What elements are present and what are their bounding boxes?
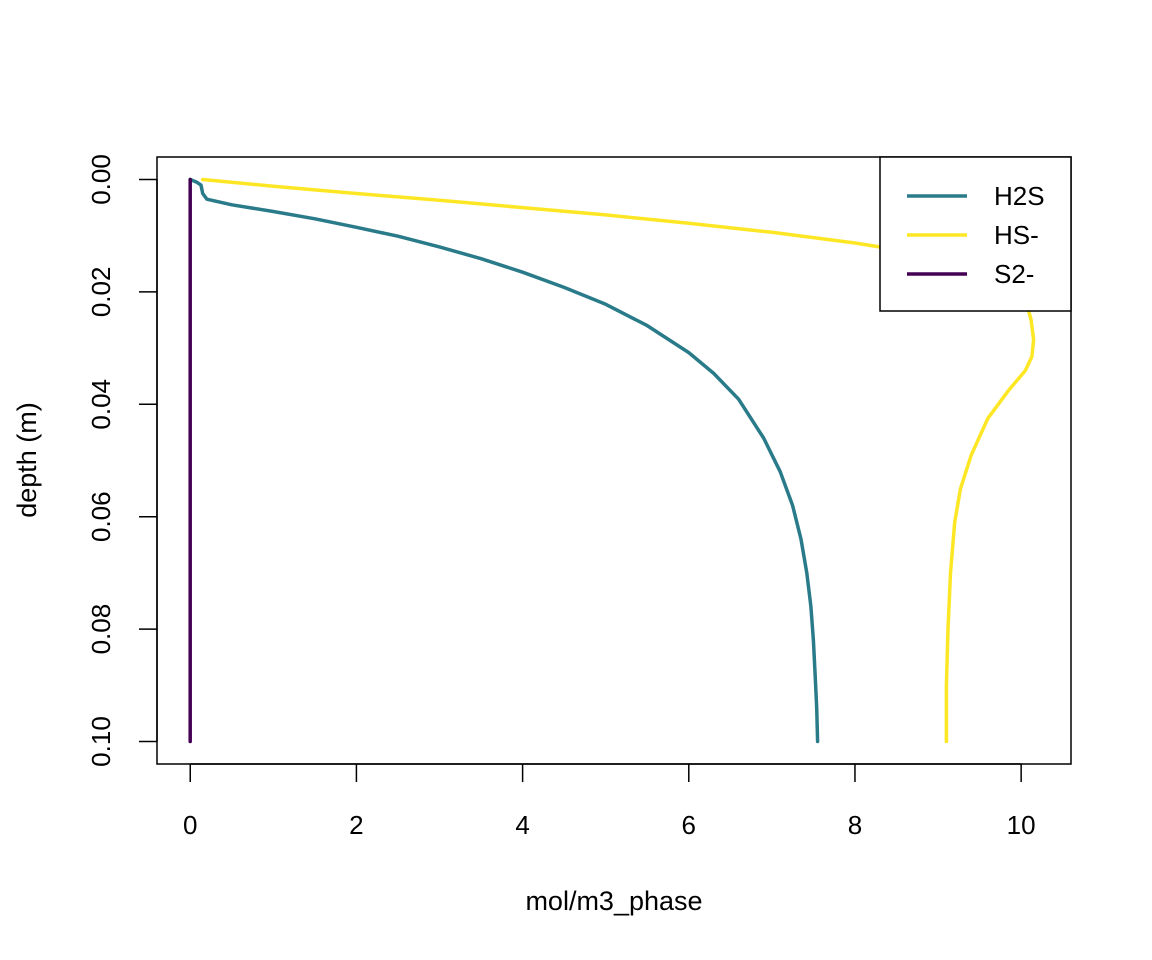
x-axis: 0 2 4 6 8 10: [183, 763, 1036, 840]
x-tick-label: 6: [682, 810, 696, 840]
y-tick-label: 0.04: [86, 379, 116, 430]
y-tick-label: 0.00: [86, 154, 116, 205]
y-tick-label: 0.06: [86, 491, 116, 542]
legend-label-hs: HS-: [994, 220, 1039, 250]
legend-label-s2: S2-: [994, 259, 1034, 289]
legend-label-h2s: H2S: [994, 181, 1045, 211]
series-line-h2s: [188, 177, 820, 744]
y-tick-label: 0.10: [86, 716, 116, 767]
x-tick-label: 2: [349, 810, 363, 840]
x-axis-title: mol/m3_phase: [525, 886, 702, 916]
x-tick-label: 8: [848, 810, 862, 840]
x-tick-label: 10: [1007, 810, 1036, 840]
y-tick-label: 0.08: [86, 604, 116, 655]
x-tick-label: 0: [183, 810, 197, 840]
legend: H2S HS- S2-: [879, 156, 1072, 312]
y-axis-title: depth (m): [12, 402, 42, 518]
x-tick-label: 4: [515, 810, 529, 840]
y-axis: 0.00 0.02 0.04 0.06 0.08 0.10: [86, 154, 158, 767]
y-tick-label: 0.02: [86, 267, 116, 318]
